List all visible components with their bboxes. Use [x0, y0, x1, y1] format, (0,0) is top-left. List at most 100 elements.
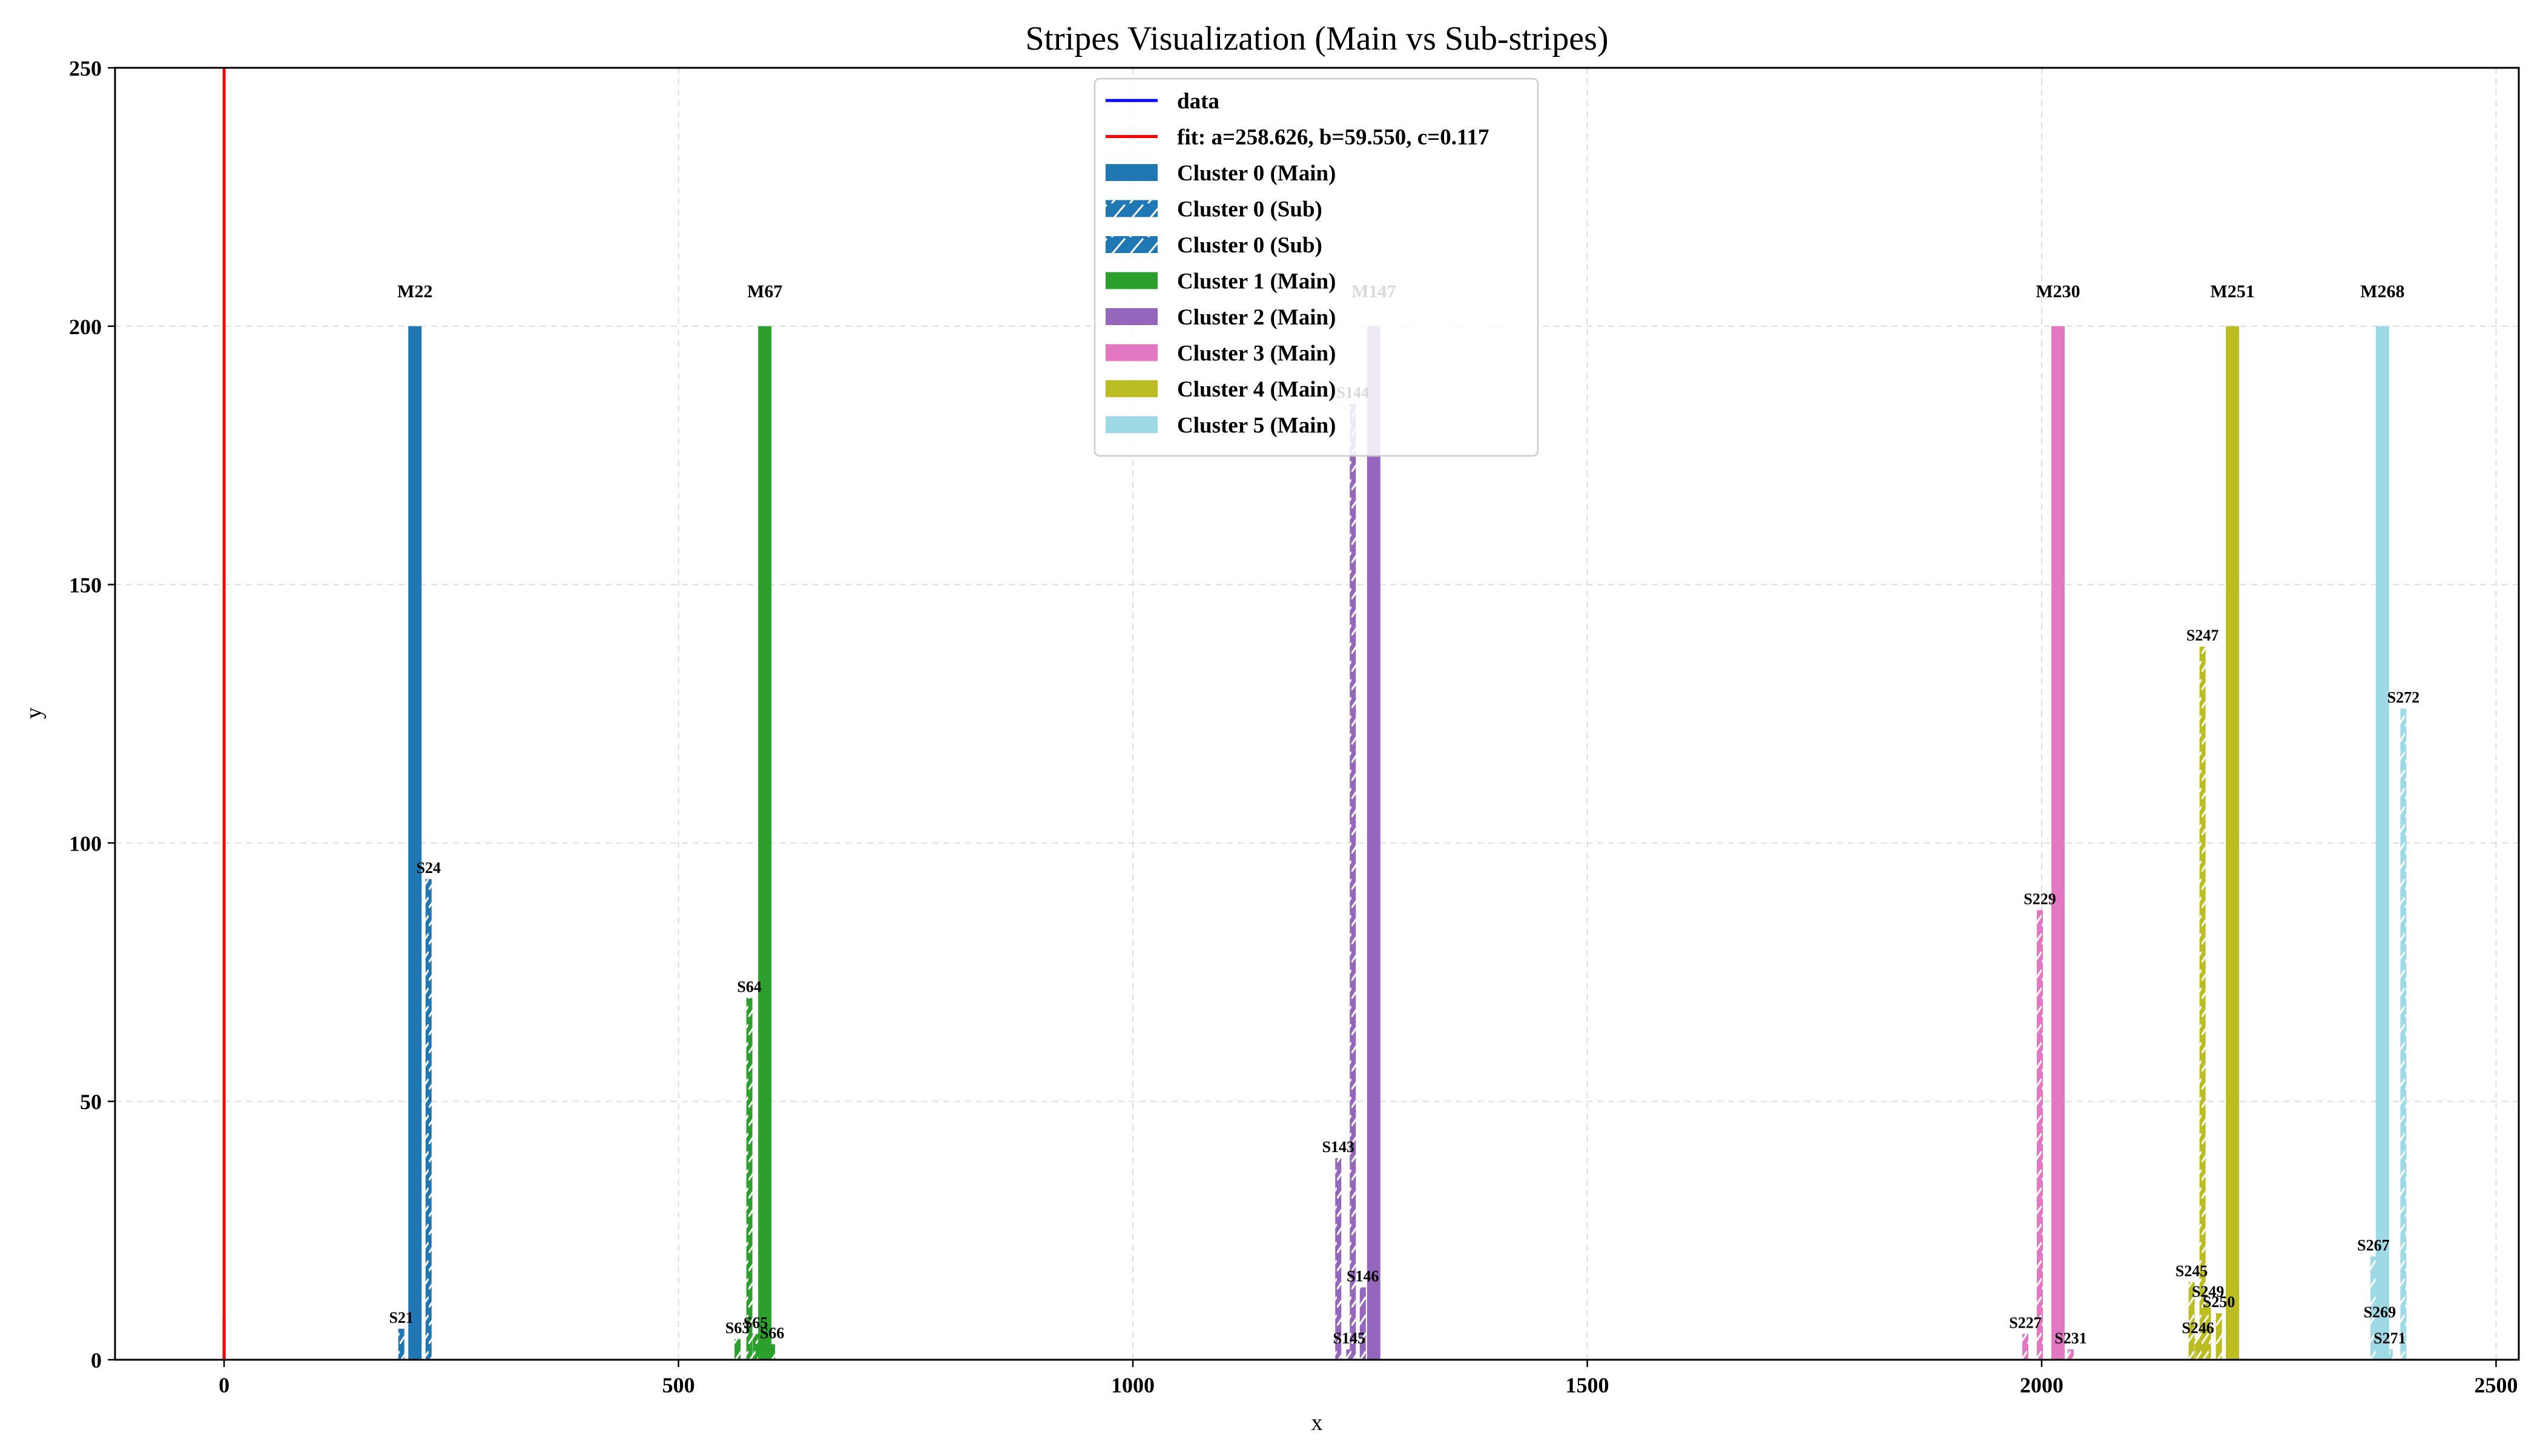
sub-bar-label: S247	[2186, 627, 2218, 644]
legend-label: Cluster 3 (Main)	[1177, 341, 1336, 366]
y-tick-label: 150	[69, 573, 102, 598]
sub-bar	[2199, 647, 2206, 1360]
sub-bar-label: S269	[2364, 1303, 2396, 1321]
sub-bar	[2205, 1303, 2211, 1360]
sub-bar-label: S250	[2203, 1293, 2235, 1311]
main-bar	[1367, 326, 1380, 1360]
legend-entry: fit: a=258.626, b=59.550, c=0.117	[1106, 125, 1489, 150]
sub-bar	[734, 1339, 741, 1360]
sub-bar-label: S227	[2009, 1314, 2041, 1331]
sub-bar-label: S271	[2373, 1329, 2406, 1347]
legend-hatch-swatch	[1106, 236, 1158, 253]
sub-bar-label: S245	[2175, 1262, 2208, 1280]
legend-entry: Cluster 2 (Main)	[1106, 305, 1336, 330]
legend-bar-swatch	[1106, 344, 1158, 361]
sub-bar	[2370, 1256, 2376, 1360]
y-tick-label: 0	[91, 1348, 102, 1372]
sub-bar-label: S246	[2182, 1319, 2214, 1337]
sub-bar	[2022, 1334, 2028, 1360]
y-tick-label: 250	[69, 56, 102, 81]
legend-label: Cluster 1 (Main)	[1177, 269, 1336, 294]
sub-bar	[2400, 708, 2407, 1360]
plot-frame	[114, 67, 2520, 1361]
sub-bar-label: S65	[744, 1314, 768, 1331]
sub-bar	[2068, 1349, 2074, 1360]
sub-bar	[2188, 1282, 2195, 1360]
legend-entry: data	[1106, 89, 1219, 114]
legend-entry: Cluster 4 (Main)	[1106, 377, 1336, 402]
legend-label: Cluster 4 (Main)	[1177, 377, 1336, 402]
x-tick-label: 2000	[2020, 1373, 2063, 1397]
x-tick-label: 1500	[1566, 1373, 1609, 1397]
y-axis-label: y	[21, 708, 47, 719]
sub-bar	[2386, 1349, 2393, 1360]
sub-bar-label: S145	[1333, 1329, 1365, 1347]
sub-bar	[1359, 1287, 1366, 1360]
legend-entry: Cluster 1 (Main)	[1106, 269, 1336, 294]
axis-ticks: 0 500 1000 1500 2000 2500 0 50 100 150 200 250	[69, 56, 2518, 1397]
main-bar-label: M67	[747, 282, 782, 301]
sub-bar	[1350, 403, 1356, 1360]
legend-label: Cluster 0 (Main)	[1177, 161, 1336, 186]
x-tick-label: 500	[662, 1373, 695, 1397]
legend-bar-swatch	[1106, 308, 1158, 325]
main-bar-label: M268	[2360, 282, 2404, 301]
main-bar	[408, 326, 422, 1360]
legend-bar-swatch	[1106, 272, 1158, 289]
sub-bar	[753, 1334, 759, 1360]
legend-entry: Cluster 3 (Main)	[1106, 341, 1336, 366]
legend-entry: Cluster 0 (Sub)	[1106, 233, 1322, 258]
legend-label: Cluster 5 (Main)	[1177, 413, 1336, 438]
legend-label: data	[1177, 89, 1219, 114]
legend-label: fit: a=258.626, b=59.550, c=0.117	[1177, 125, 1489, 150]
y-tick-label: 100	[69, 831, 102, 855]
sub-bar-label: S267	[2357, 1236, 2389, 1254]
legend: data fit: a=258.626, b=59.550, c=0.117 Clu…	[1093, 77, 1539, 457]
x-tick-label: 0	[219, 1373, 229, 1397]
sub-bar-label: S64	[737, 978, 761, 995]
sub-bar	[2037, 910, 2043, 1360]
legend-bar-swatch	[1106, 380, 1158, 397]
sub-bar	[1335, 1158, 1342, 1360]
sub-bar	[425, 879, 432, 1360]
legend-hatch-swatch	[1106, 200, 1158, 217]
sub-bar	[1346, 1349, 1353, 1360]
sub-bar-label: S63	[725, 1319, 750, 1337]
main-bar-label: M22	[397, 282, 432, 301]
legend-entry: Cluster 5 (Main)	[1106, 413, 1336, 438]
legend-box	[1093, 77, 1539, 457]
main-bar	[2375, 326, 2389, 1360]
sub-bar	[398, 1328, 404, 1360]
sub-bar	[769, 1344, 776, 1360]
legend-label: Cluster 0 (Sub)	[1177, 233, 1322, 258]
sub-bar-label: S272	[2387, 688, 2419, 706]
sub-bar	[2195, 1339, 2202, 1360]
sub-bar-label: S143	[1322, 1138, 1354, 1156]
sub-bar-label: S249	[2192, 1283, 2224, 1300]
legend-bar-swatch	[1106, 416, 1158, 433]
bar-labels: S21S24M22S63S64S65S66M67S143S144S145S146…	[389, 282, 2420, 1347]
sub-bar	[746, 998, 753, 1360]
sub-bar-label: S229	[2024, 890, 2056, 908]
main-bar-label: M230	[2036, 282, 2080, 301]
chart-title: Stripes Visualization (Main vs Sub-strip…	[1025, 20, 1608, 58]
legend-label: Cluster 2 (Main)	[1177, 305, 1336, 330]
x-tick-label: 1000	[1111, 1373, 1155, 1397]
x-axis-label: x	[1311, 1410, 1323, 1435]
legend-bar-swatch	[1106, 164, 1158, 181]
y-tick-label: 200	[69, 315, 102, 339]
sub-bar	[2215, 1313, 2222, 1360]
main-bar-label: M251	[2211, 282, 2255, 301]
sub-bar-label: S21	[389, 1309, 414, 1326]
bars	[398, 326, 2407, 1360]
main-bar	[2226, 326, 2240, 1360]
main-bar	[758, 326, 772, 1360]
y-tick-label: 50	[80, 1090, 102, 1114]
legend-label: Cluster 0 (Sub)	[1177, 197, 1322, 222]
legend-entry: Cluster 0 (Main)	[1106, 161, 1336, 186]
sub-bar-label: S231	[2054, 1329, 2086, 1347]
sub-bar-label: S24	[417, 859, 441, 877]
main-bar	[2051, 326, 2065, 1360]
